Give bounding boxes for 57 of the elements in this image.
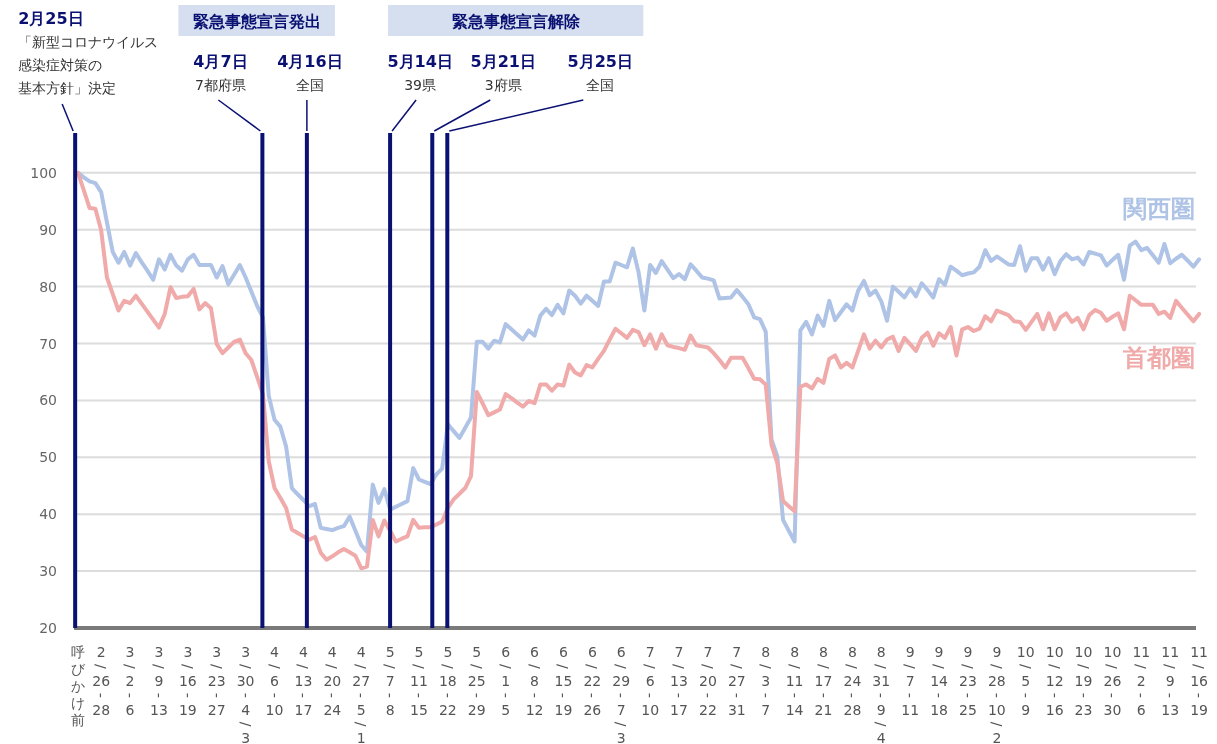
y-tick-label: 30	[39, 563, 57, 580]
xtick: 3/2-6	[122, 644, 139, 718]
xtick: 呼びかけ前	[71, 644, 86, 728]
xtick: 9/14-18	[930, 644, 948, 718]
xtick: 7/27-31	[727, 644, 746, 718]
y-tick-label: 70	[39, 335, 57, 352]
y-tick-label: 90	[39, 221, 57, 238]
xtick: 5/11-15	[410, 644, 428, 718]
xtick: 4/6-10	[265, 644, 284, 718]
xtick: 6/15-19	[554, 644, 573, 718]
xtick: 11/16-19	[1190, 644, 1208, 718]
xtick: 5/25-29	[467, 644, 486, 718]
xtick: 7/6-10	[641, 644, 660, 718]
xtick: 11/9-13	[1161, 644, 1180, 718]
xtick: 2/26-28	[92, 644, 111, 718]
series-label: 首都圏	[1122, 343, 1195, 372]
xtick: 8/31-9/4	[872, 644, 891, 744]
xtick: 11/2-6	[1132, 644, 1151, 718]
xtick: 3/30-4/3	[236, 644, 255, 744]
y-tick-label: 60	[39, 392, 57, 409]
xtick: 10/12-16	[1045, 644, 1064, 718]
xtick: 9/7-11	[901, 644, 920, 718]
xtick: 7/20-22	[699, 644, 717, 718]
y-tick-label: 20	[39, 620, 57, 636]
xtick: 4/20-24	[323, 644, 342, 718]
xtick: 6/29-7/3	[612, 644, 631, 744]
y-tick-label: 40	[39, 506, 57, 523]
ref-label: 4月16日全国	[277, 52, 343, 132]
ref-label: 2月25日「新型コロナウイルス感染症対策の基本方針」決定	[18, 9, 159, 132]
header: 緊急事態宣言解除	[388, 5, 644, 36]
y-tick-label: 100	[30, 164, 57, 181]
xtick: 6/22-26	[583, 644, 602, 718]
y-tick-label: 80	[39, 278, 57, 295]
xtick: 5/18-22	[438, 644, 457, 718]
xtick: 9/23-25	[959, 644, 977, 718]
xtick: 7/13-17	[670, 644, 688, 718]
xtick: 4/27-5/1	[352, 644, 371, 744]
xtick: 9/28-10/2	[987, 644, 1006, 744]
xtick: 10/19-23	[1074, 644, 1093, 718]
xtick: 3/9-13	[150, 644, 168, 718]
ref-label: 4月7日7都府県	[193, 52, 262, 132]
ref-label: 5月14日39県	[387, 52, 453, 132]
y-tick-label: 50	[39, 449, 57, 466]
xtick: 10/26-30	[1103, 644, 1122, 718]
header: 緊急事態宣言発出	[178, 5, 335, 36]
xtick: 5/7-8	[382, 644, 399, 718]
xtick: 10/5-9	[1016, 644, 1035, 718]
series-label: 関西圏	[1123, 195, 1195, 224]
xtick: 8/3-7	[757, 644, 774, 718]
xtick: 3/16-19	[178, 644, 197, 718]
xtick: 8/11-14	[785, 644, 804, 718]
xtick: 3/23-27	[207, 644, 226, 718]
xtick: 6/8-12	[525, 644, 544, 718]
xtick: 6/1-5	[497, 644, 514, 718]
xtick: 8/24-28	[843, 644, 862, 718]
xtick: 8/17-21	[814, 644, 833, 718]
xtick: 4/13-17	[294, 644, 313, 718]
